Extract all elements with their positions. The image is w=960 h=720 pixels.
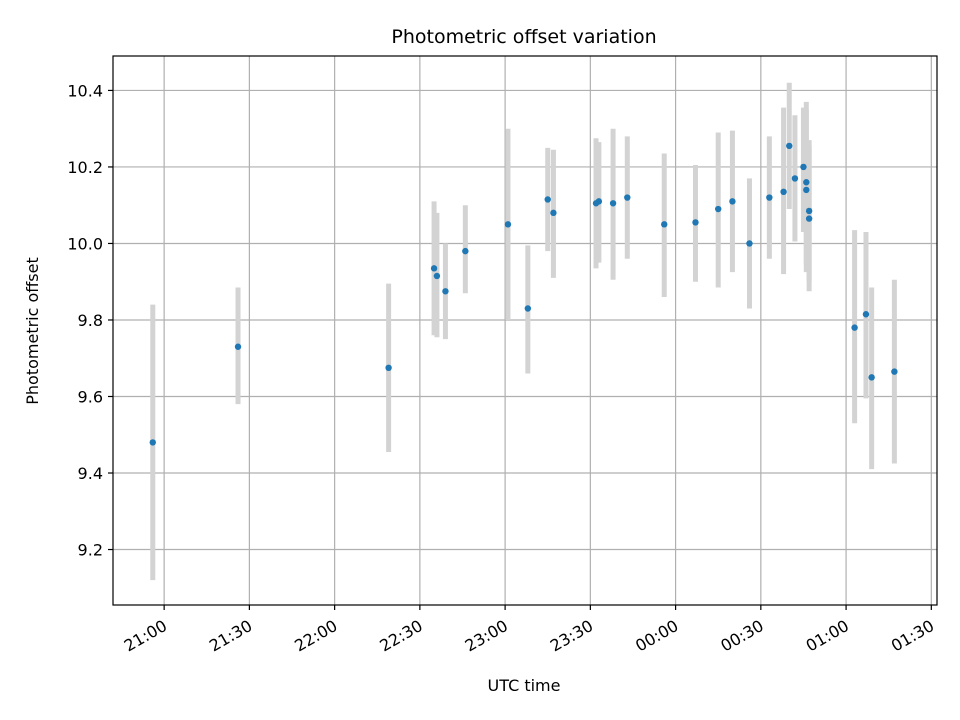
data-point <box>442 288 449 295</box>
data-point <box>433 272 441 280</box>
data-point <box>462 247 469 255</box>
data-point <box>891 368 898 375</box>
data-point <box>609 200 617 207</box>
data-point <box>803 179 810 186</box>
data-point <box>624 194 631 201</box>
y-tick-label: 9.6 <box>78 387 103 406</box>
y-tick-label: 10.0 <box>67 234 103 253</box>
data-point <box>544 196 551 203</box>
data-point <box>851 324 858 331</box>
x-axis-label: UTC time <box>488 676 561 695</box>
y-tick-label: 9.8 <box>78 311 103 330</box>
y-tick-label: 10.4 <box>67 81 103 100</box>
y-tick-label: 9.2 <box>78 541 103 560</box>
grid <box>113 56 937 605</box>
data-point <box>504 221 512 228</box>
data-point <box>385 364 392 372</box>
data-point <box>786 142 793 150</box>
data-point <box>780 188 787 196</box>
data-point <box>149 439 156 446</box>
plot-frame <box>112 55 938 606</box>
data-point <box>661 221 668 228</box>
chart-title: Photometric offset variation <box>391 26 656 48</box>
data-point <box>524 305 532 312</box>
y-tick-label: 9.4 <box>78 464 103 483</box>
data-point <box>234 343 242 350</box>
data-point <box>805 207 813 215</box>
y-tick-label: 10.2 <box>67 158 103 177</box>
data-point <box>791 175 799 182</box>
data-points <box>149 142 898 446</box>
data-point <box>800 163 807 171</box>
data-point <box>746 240 753 247</box>
data-point <box>805 215 813 222</box>
data-point <box>862 311 870 318</box>
data-point <box>729 198 736 205</box>
y-axis-label: Photometric offset <box>23 257 42 405</box>
data-point <box>595 198 603 205</box>
data-point <box>766 194 773 201</box>
data-point <box>430 265 438 272</box>
data-point <box>868 374 875 381</box>
data-point <box>715 205 722 213</box>
data-point <box>803 186 810 194</box>
data-point <box>550 209 557 217</box>
data-point <box>692 219 699 226</box>
